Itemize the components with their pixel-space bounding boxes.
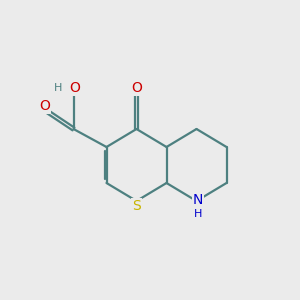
Text: H: H xyxy=(194,208,202,219)
Text: N: N xyxy=(193,193,203,206)
Text: O: O xyxy=(70,82,80,95)
Text: O: O xyxy=(131,82,142,95)
Text: O: O xyxy=(40,100,50,113)
Text: H: H xyxy=(54,83,63,94)
Text: S: S xyxy=(132,199,141,212)
